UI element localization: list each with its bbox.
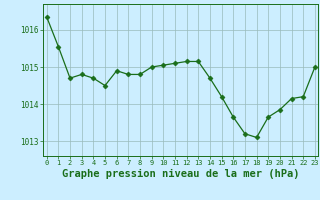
- X-axis label: Graphe pression niveau de la mer (hPa): Graphe pression niveau de la mer (hPa): [62, 169, 300, 179]
